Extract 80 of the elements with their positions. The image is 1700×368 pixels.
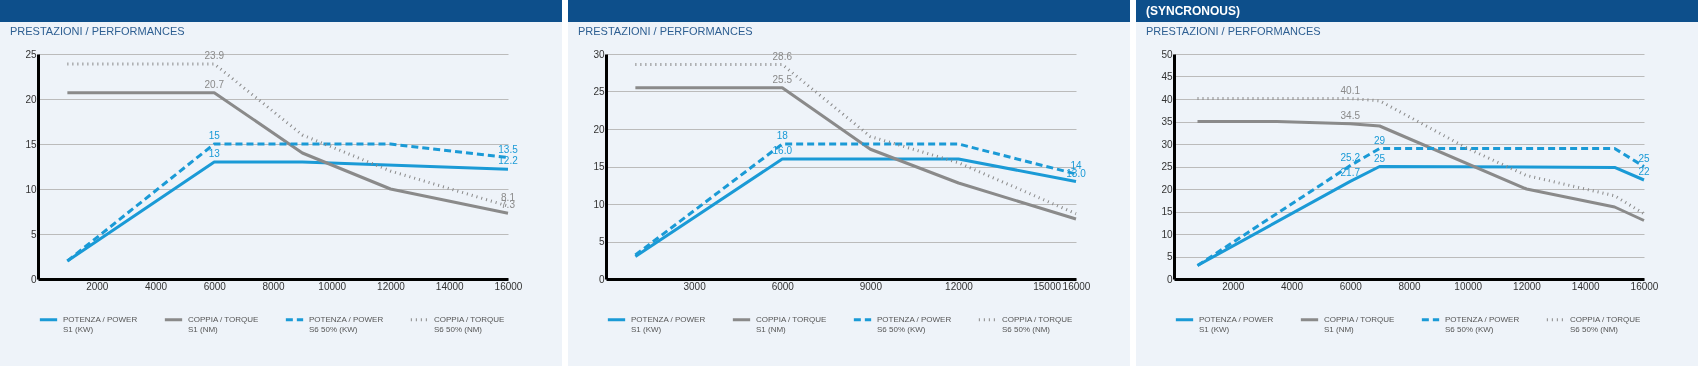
data-label: 34.5: [1340, 109, 1361, 121]
y-tick-label: 15: [25, 138, 37, 150]
legend-label: POTENZA / POWER S6 50% (KW): [877, 314, 952, 334]
y-tick-label: 5: [30, 228, 37, 240]
legend-label: COPPIA / TORQUE S6 50% (NM): [1002, 314, 1073, 334]
legend-label: COPPIA / TORQUE S6 50% (NM): [434, 314, 505, 334]
legend-label: COPPIA / TORQUE S1 (NM): [1324, 314, 1395, 334]
x-tick-label: 8000: [1398, 280, 1422, 292]
y-tick-label: 5: [598, 236, 605, 247]
x-tick-label: 3000: [683, 280, 707, 292]
data-label: 15: [208, 130, 221, 141]
chart-subtitle: PRESTAZIONI / PERFORMANCES: [1146, 25, 1321, 37]
chart-subtitle: PRESTAZIONI / PERFORMANCES: [578, 25, 753, 37]
y-tick-label: 0: [1166, 273, 1173, 285]
data-label: 13: [208, 148, 221, 159]
x-tick-label: 12000: [1513, 280, 1542, 292]
data-label: 29: [1374, 134, 1386, 146]
y-tick-label: 20: [1161, 183, 1173, 195]
y-tick-label: 45: [1161, 71, 1173, 82]
data-label: 25: [1374, 152, 1386, 164]
legend-label: COPPIA / TORQUE S6 50% (NM): [1570, 314, 1641, 334]
legend-label: POTENZA / POWER S1 (KW): [631, 314, 706, 334]
data-label: 25.5: [772, 73, 793, 85]
data-label: 16.0: [772, 145, 793, 156]
y-tick-label: 25: [593, 86, 605, 97]
y-tick-label: 0: [598, 273, 605, 285]
data-label: 22: [1638, 166, 1650, 177]
y-tick-label: 25: [25, 48, 37, 60]
x-tick-label: 12000: [377, 280, 406, 292]
data-label: 25: [1638, 152, 1650, 164]
y-tick-label: 50: [1161, 48, 1173, 60]
y-tick-label: 40: [1161, 93, 1173, 105]
x-tick-label: 16000: [1062, 280, 1091, 292]
y-tick-label: 15: [593, 161, 605, 172]
data-label: 23.9: [204, 49, 225, 61]
y-tick-label: 35: [1161, 116, 1173, 127]
legend-label: COPPIA / TORQUE S1 (NM): [756, 314, 827, 334]
legend-label: COPPIA / TORQUE S1 (NM): [188, 314, 259, 334]
x-tick-label: 6000: [203, 280, 227, 292]
x-tick-label: 10000: [1454, 280, 1483, 292]
x-tick-label: 4000: [1280, 280, 1304, 292]
x-tick-label: 2000: [1222, 280, 1245, 292]
header-bar: (SYNCRONOUS): [1136, 0, 1698, 22]
y-tick-label: 0: [30, 273, 37, 285]
data-label: 40.1: [1340, 84, 1361, 96]
data-label: 7.3: [501, 199, 516, 211]
data-label: 25.2: [1340, 151, 1361, 163]
legend-label: POTENZA / POWER S1 (KW): [63, 314, 138, 334]
x-tick-label: 8000: [262, 280, 286, 292]
data-label: 13.5: [498, 143, 519, 155]
y-tick-label: 5: [1166, 251, 1173, 262]
x-tick-label: 2000: [86, 280, 109, 292]
y-tick-label: 10: [25, 183, 37, 195]
x-tick-label: 12000: [945, 280, 974, 292]
x-tick-label: 6000: [771, 280, 795, 292]
data-label: 21.7: [1340, 167, 1361, 179]
data-label: 18: [776, 130, 789, 141]
x-tick-label: 16000: [494, 280, 523, 292]
x-tick-label: 10000: [318, 280, 347, 292]
x-tick-label: 16000: [1630, 280, 1659, 292]
x-tick-label: 14000: [435, 280, 465, 292]
chart-subtitle: PRESTAZIONI / PERFORMANCES: [10, 25, 185, 37]
y-tick-label: 10: [1161, 228, 1173, 240]
y-tick-label: 15: [1161, 206, 1173, 217]
y-tick-label: 25: [1161, 161, 1173, 172]
x-tick-label: 15000: [1033, 280, 1062, 292]
x-tick-label: 9000: [859, 280, 883, 292]
y-tick-label: 30: [593, 48, 605, 60]
x-tick-label: 14000: [1571, 280, 1601, 292]
legend-label: POTENZA / POWER S6 50% (KW): [309, 314, 384, 334]
data-label: 20.7: [204, 78, 225, 90]
x-tick-label: 6000: [1339, 280, 1363, 292]
y-tick-label: 30: [1161, 138, 1173, 150]
legend-label: POTENZA / POWER S1 (KW): [1199, 314, 1274, 334]
y-tick-label: 20: [593, 123, 605, 135]
legend-label: POTENZA / POWER S6 50% (KW): [1445, 314, 1520, 334]
y-tick-label: 10: [593, 198, 605, 210]
data-label: 28.6: [772, 50, 793, 62]
x-tick-label: 4000: [144, 280, 168, 292]
y-tick-label: 20: [25, 93, 37, 105]
